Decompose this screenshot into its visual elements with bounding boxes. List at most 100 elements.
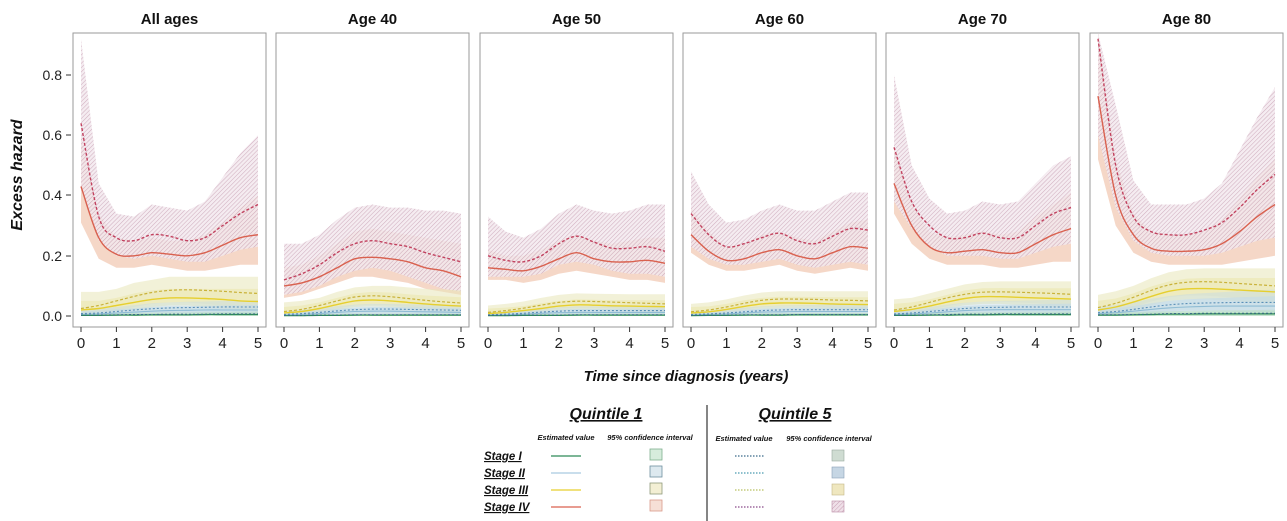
x-tick-label: 3 — [386, 335, 394, 352]
series-line — [690, 302, 869, 314]
series-line — [893, 309, 1071, 316]
y-axis: 0.0 0.2 0.4 0.6 0.8 — [43, 67, 71, 324]
ci-band — [1098, 33, 1275, 256]
series-line — [1097, 95, 1276, 253]
x-tick-label: 3 — [183, 335, 191, 352]
series-line — [690, 313, 868, 316]
panel-frame — [682, 32, 877, 328]
legend-stage-3-label: Stage III — [484, 485, 529, 497]
series-line — [1097, 287, 1276, 311]
x-tick-label: 1 — [722, 335, 730, 352]
x-tick-label: 4 — [421, 335, 429, 352]
series-line — [1097, 301, 1275, 314]
series-line — [487, 235, 666, 263]
legend-q5-title: Quintile 5 — [759, 406, 833, 423]
legend-q1-stage-4-ci — [649, 499, 663, 512]
x-tick-label: 3 — [1200, 335, 1208, 352]
x-tick-label: 0 — [77, 335, 85, 352]
x-tick-label: 0 — [1094, 335, 1102, 352]
series-line — [1097, 305, 1275, 315]
series-line — [893, 306, 1071, 315]
y-axis-label: Excess hazard — [9, 118, 26, 230]
series-line — [80, 297, 259, 311]
series-line — [283, 239, 462, 281]
x-tick-label: 3 — [590, 335, 598, 352]
series-line — [80, 289, 259, 310]
x-tick-label: 5 — [1067, 335, 1075, 352]
panel-title: Age 50 — [552, 11, 601, 28]
ci-band — [1098, 289, 1275, 316]
legend-q5-ci-header: 95% confidence interval — [786, 434, 872, 443]
x-tick-label: 1 — [315, 335, 323, 352]
panel-frame — [479, 32, 674, 328]
x-tick-label: 5 — [457, 335, 465, 352]
x-tick-label: 5 — [1271, 335, 1279, 352]
series-line — [893, 183, 1072, 255]
series-line — [487, 311, 665, 316]
y-tick-label: 0.2 — [43, 248, 63, 264]
x-tick-label: 2 — [758, 335, 766, 352]
series-line — [283, 314, 461, 316]
series-line — [1098, 313, 1275, 316]
legend-q1-ci-header: 95% confidence interval — [607, 433, 693, 442]
series-line — [80, 306, 258, 315]
series-line — [487, 251, 666, 272]
x-tick-label: 2 — [555, 335, 563, 352]
x-tick-label: 2 — [961, 335, 969, 352]
x-tick-label: 5 — [864, 335, 872, 352]
panel-title: Age 40 — [348, 11, 397, 28]
series-line — [487, 304, 666, 315]
y-tick: 0.6 — [43, 127, 71, 143]
series-line — [893, 291, 1072, 311]
series-line — [690, 213, 869, 248]
series-line — [1098, 312, 1275, 316]
series-line — [283, 308, 462, 316]
x-tick-label: 4 — [218, 335, 226, 352]
ci-band — [1098, 33, 1275, 265]
series-line — [283, 295, 462, 313]
panel-1: All ages 0 1 2 3 4 5 — [72, 11, 267, 352]
legend-q5-stage-4-ci — [831, 500, 845, 513]
x-tick-label: 4 — [1235, 335, 1243, 352]
series-line — [1097, 281, 1276, 309]
y-tick: 0.0 — [43, 308, 71, 324]
legend-q5-stage-1-ci — [831, 449, 845, 462]
legend-stage-4-label: Stage IV — [484, 502, 531, 514]
series-line — [283, 256, 462, 287]
legend-q1-stage-3-ci — [649, 482, 663, 495]
x-tick-label: 4 — [1031, 335, 1039, 352]
ci-band — [894, 75, 1071, 259]
series-line — [690, 234, 869, 262]
series-line — [283, 299, 462, 314]
y-tick: 0.2 — [43, 248, 71, 264]
series-line — [1097, 38, 1276, 236]
panel-title: Age 60 — [755, 11, 804, 28]
panel-5: Age 70 0 1 2 3 4 5 — [885, 11, 1080, 352]
x-tick-label: 5 — [254, 335, 262, 352]
series-line — [487, 314, 665, 316]
x-tick-label: 3 — [793, 335, 801, 352]
x-tick-label: 2 — [1165, 335, 1173, 352]
x-tick-label: 4 — [828, 335, 836, 352]
x-tick-label: 0 — [890, 335, 898, 352]
series-line — [690, 310, 868, 316]
y-tick-label: 0.8 — [43, 67, 63, 83]
series-line — [894, 313, 1071, 316]
x-axis-label: Time since diagnosis (years) — [584, 368, 789, 385]
legend-q1-stage-1-ci — [649, 448, 663, 461]
legend-q5-stage-2-ci — [831, 466, 845, 479]
series-line — [80, 186, 259, 257]
x-tick-label: 1 — [1129, 335, 1137, 352]
y-tick: 0.4 — [43, 187, 71, 203]
panel-2: Age 40 0 1 2 3 4 5 — [275, 11, 470, 352]
series-line — [80, 123, 259, 242]
y-tick-label: 0.6 — [43, 127, 63, 143]
series-line — [690, 309, 868, 316]
y-tick-label: 0.0 — [43, 308, 63, 324]
series-line — [893, 313, 1071, 316]
x-tick-label: 2 — [148, 335, 156, 352]
ci-band — [488, 204, 665, 277]
x-tick-label: 1 — [112, 335, 120, 352]
legend: Quintile 1 Quintile 5 Estimated value 95… — [484, 405, 873, 521]
panel-title: Age 80 — [1162, 11, 1211, 28]
